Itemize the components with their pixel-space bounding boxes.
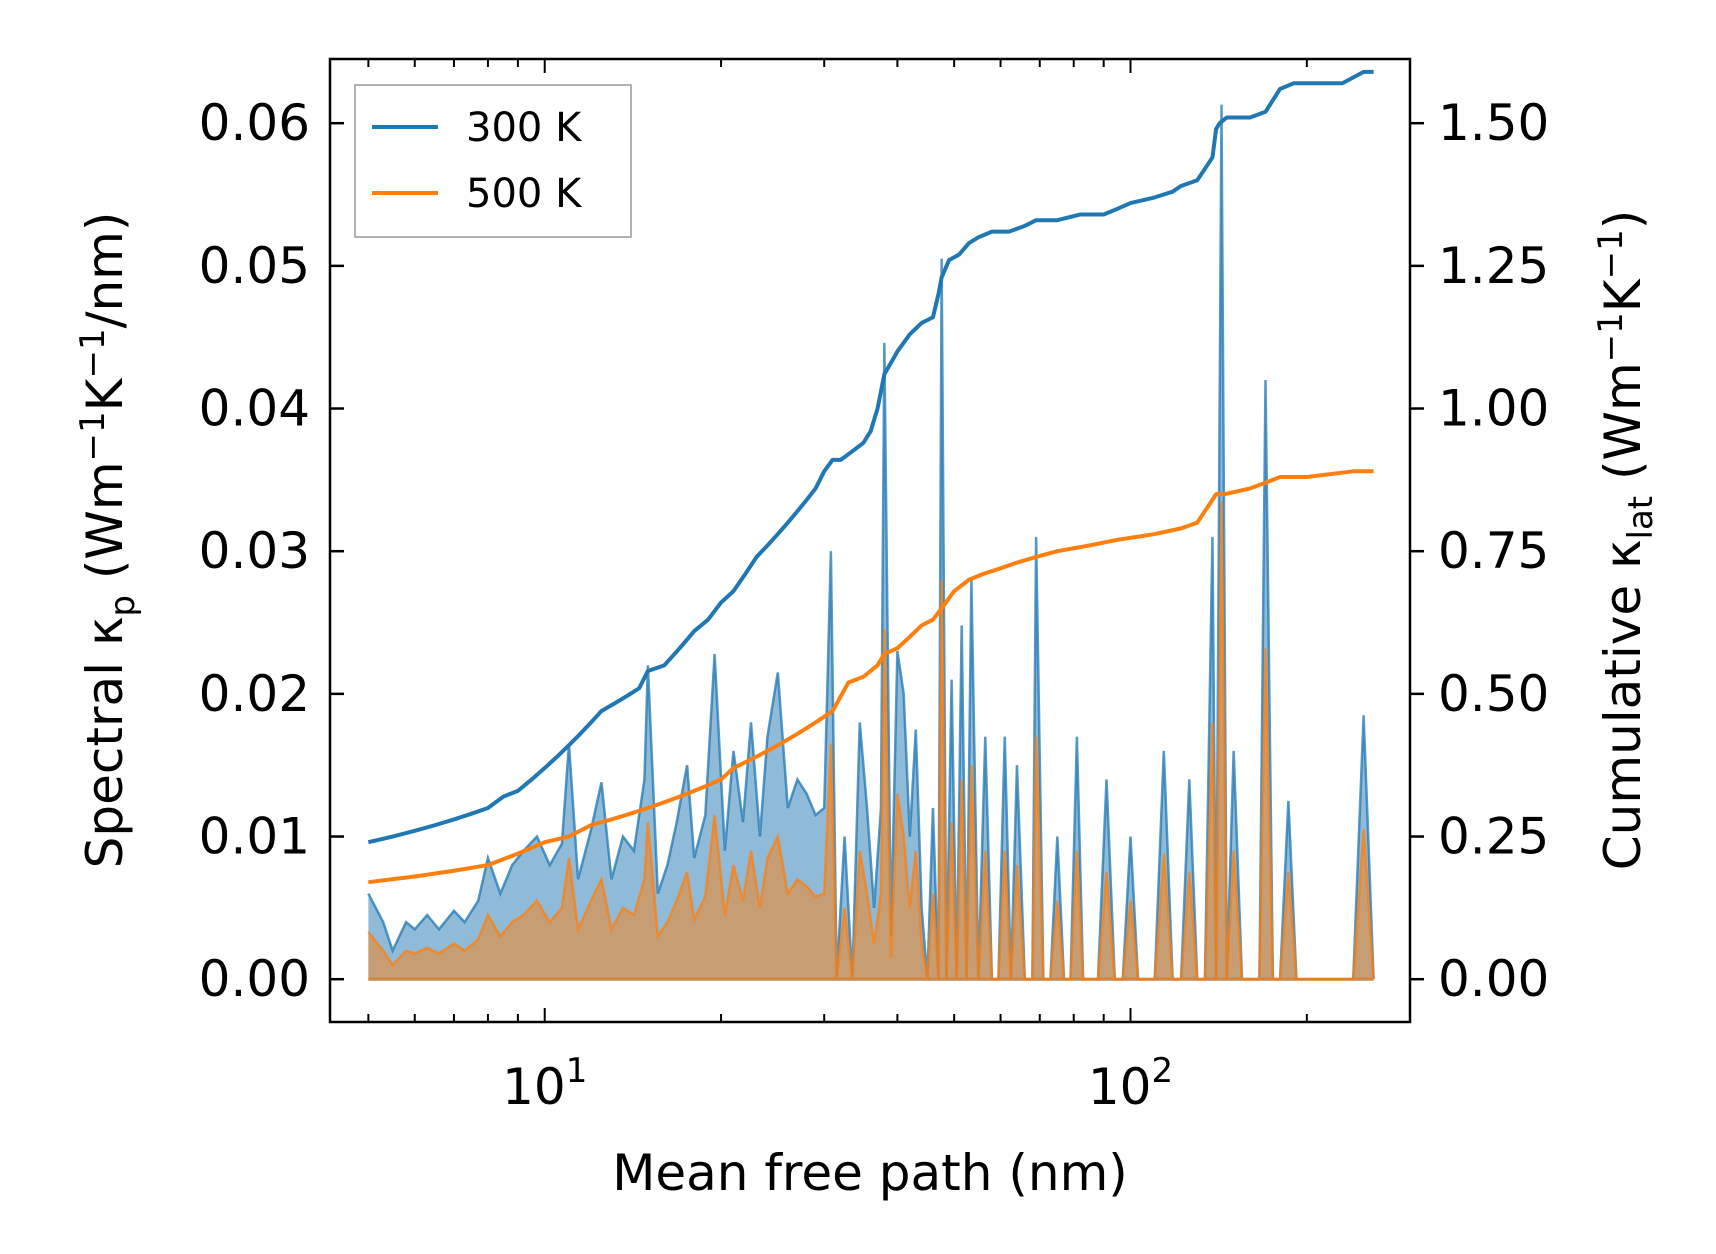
legend: 300 K 500 K [354, 84, 632, 238]
x-tick-label: 101 [502, 1051, 587, 1116]
y-left-tick-label: 0.03 [199, 522, 310, 580]
y-right-tick-label: 0.25 [1438, 808, 1549, 866]
plot-area [367, 69, 1375, 981]
y-right-label-mid2: K [1594, 278, 1652, 312]
y-right-label-mid: (Wm [1594, 362, 1652, 496]
x-axis-label: Mean free path (nm) [612, 1144, 1128, 1202]
y-left-label-post: /nm) [76, 212, 134, 329]
y-right-label-sup2: −1 [1591, 229, 1631, 279]
y-left-label-pre: Spectral κ [76, 617, 134, 869]
y-right-tick-label: 1.25 [1438, 237, 1549, 295]
axis-tick-labels: 0.00 0.01 0.02 0.03 0.04 0.05 0.06 0.00 0.25 0.50… [199, 94, 1550, 1116]
y-left-label-sup2: −1 [73, 328, 113, 378]
y-right-tick-label: 1.50 [1438, 94, 1549, 152]
y-right-tick-label: 0.00 [1438, 950, 1549, 1008]
legend-box [354, 84, 632, 238]
y-left-label-mid: (Wm [76, 461, 134, 595]
y-left-tick-label: 0.01 [199, 808, 310, 866]
y-axis-right-label: Cumulative κlat (Wm−1K−1) [1591, 210, 1661, 870]
y-left-label-sup1: −1 [73, 411, 113, 461]
y-left-tick-label: 0.05 [199, 237, 310, 295]
y-right-label-post: ) [1594, 210, 1652, 230]
y-left-tick-label: 0.02 [199, 665, 310, 723]
y-left-tick-label: 0.04 [199, 380, 310, 438]
axis-ticks [330, 59, 1424, 1022]
y-left-tick-label: 0.06 [199, 94, 310, 152]
cumulative-line-300-k [367, 69, 1374, 845]
y-right-tick-label: 0.75 [1438, 522, 1549, 580]
y-right-tick-label: 1.00 [1438, 380, 1549, 438]
x-tick-label: 102 [1088, 1051, 1173, 1116]
y-right-label-sup1: −1 [1591, 312, 1631, 362]
y-left-label-sub: p [103, 595, 143, 617]
y-right-tick-label: 0.50 [1438, 665, 1549, 723]
cumulative-line-500-k [368, 469, 1374, 885]
legend-label-300k: 300 K [466, 105, 583, 151]
y-left-tick-label: 0.00 [199, 950, 310, 1008]
y-right-label-sub: lat [1621, 496, 1661, 540]
y-right-label-pre: Cumulative κ [1594, 539, 1652, 870]
plot-frame [328, 57, 1412, 1024]
y-axis-left-label: Spectral κp (Wm−1K−1/nm) [73, 212, 143, 869]
y-left-label-mid2: K [76, 377, 134, 411]
legend-label-500k: 500 K [466, 171, 583, 217]
